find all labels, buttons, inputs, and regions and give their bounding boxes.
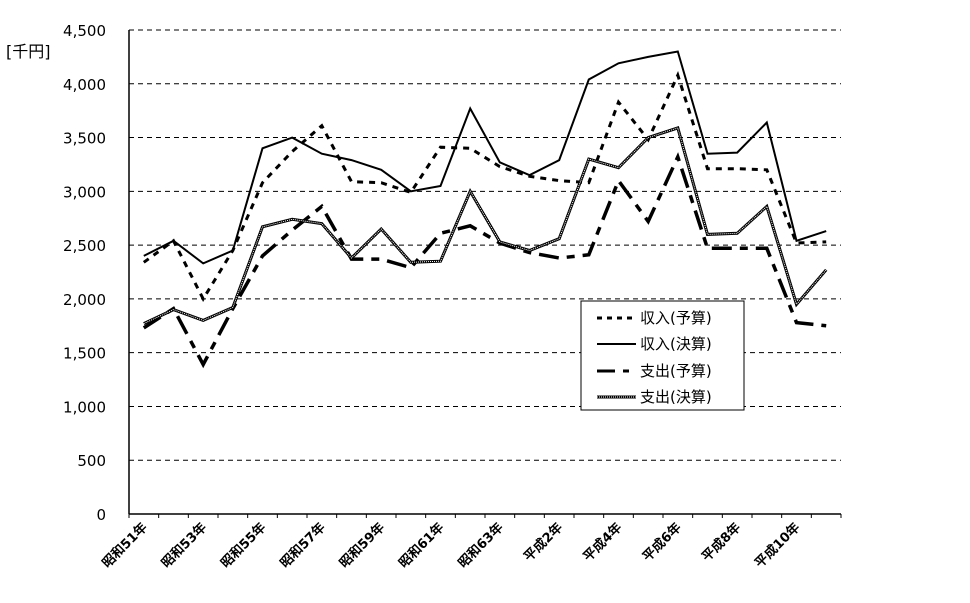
legend-item-expense-actual: 支出(決算) bbox=[597, 388, 712, 406]
y-tick-label: 3,500 bbox=[63, 130, 106, 148]
axes bbox=[128, 30, 842, 518]
series-expense-actual bbox=[143, 127, 827, 325]
x-tick-label: 昭和63年 bbox=[455, 520, 507, 572]
y-tick-label: 1,000 bbox=[63, 398, 106, 416]
x-tick-label: 昭和57年 bbox=[277, 520, 329, 572]
legend-label: 支出(決算) bbox=[640, 388, 712, 406]
y-tick-label: 500 bbox=[77, 452, 106, 470]
x-tick-label: 平成2年 bbox=[521, 520, 566, 565]
legend: 収入(予算) 収入(決算) 支出(予算) 支出(決算) bbox=[580, 300, 745, 411]
series-expense-budget bbox=[142, 152, 827, 369]
x-tick-label: 平成4年 bbox=[580, 520, 625, 565]
y-tick-label: 3,000 bbox=[63, 183, 106, 201]
x-tick-label: 昭和59年 bbox=[336, 520, 388, 572]
y-tick-label: 4,500 bbox=[63, 22, 106, 40]
x-tick-label: 平成6年 bbox=[639, 520, 684, 565]
gridlines bbox=[129, 29, 841, 461]
legend-item-income-budget: 収入(予算) bbox=[597, 309, 712, 327]
y-axis-unit-label: [千円] bbox=[6, 42, 51, 61]
y-axis-tick-labels: 0 500 1,000 1,500 2,000 2,500 3,000 3,500 4,000 4… bbox=[63, 22, 106, 524]
x-tick-label: 昭和53年 bbox=[158, 520, 210, 572]
x-tick-label: 平成10年 bbox=[752, 520, 804, 572]
x-tick-label: 平成8年 bbox=[699, 520, 744, 565]
legend-item-expense-budget: 支出(予算) bbox=[597, 362, 712, 380]
y-tick-label: 0 bbox=[96, 506, 106, 524]
y-tick-label: 2,500 bbox=[63, 237, 106, 255]
data-series bbox=[142, 50, 828, 369]
legend-label: 支出(予算) bbox=[640, 362, 712, 380]
legend-item-income-actual: 収入(決算) bbox=[597, 335, 712, 353]
legend-label: 収入(予算) bbox=[640, 309, 712, 327]
series-income-budget bbox=[142, 71, 827, 302]
y-tick-label: 1,500 bbox=[63, 345, 106, 363]
x-axis-tick-labels: 昭和51年 昭和53年 昭和55年 昭和57年 昭和59年 昭和61年 昭和63年 平成2年平… bbox=[99, 520, 803, 572]
x-tick-label: 昭和51年 bbox=[99, 520, 151, 572]
y-tick-label: 4,000 bbox=[63, 76, 106, 94]
x-tick-label: 昭和55年 bbox=[218, 520, 270, 572]
y-tick-label: 2,000 bbox=[63, 291, 106, 309]
series-income-actual bbox=[143, 50, 827, 265]
legend-label: 収入(決算) bbox=[640, 335, 712, 353]
x-tick-label: 昭和61年 bbox=[396, 520, 448, 572]
